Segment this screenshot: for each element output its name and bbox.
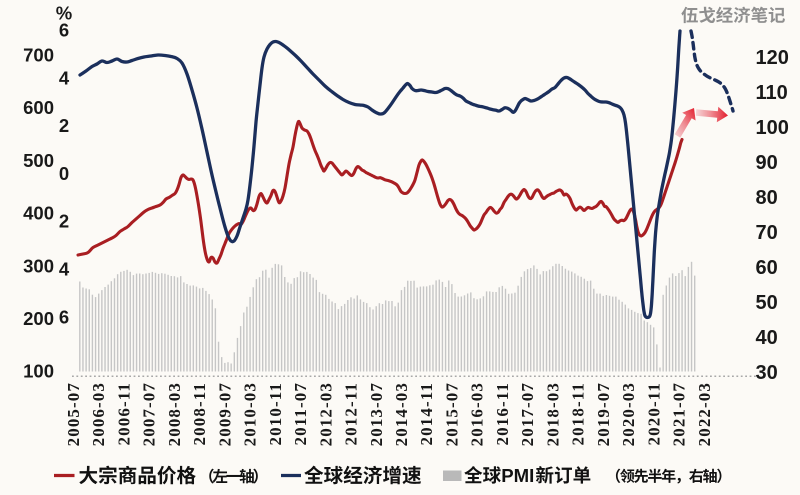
svg-text:200: 200 — [23, 308, 54, 329]
svg-text:2017-07: 2017-07 — [518, 382, 537, 446]
svg-text:2006-03: 2006-03 — [89, 382, 108, 446]
svg-text:80: 80 — [756, 187, 778, 209]
svg-text:2019-07: 2019-07 — [594, 382, 613, 446]
svg-text:110: 110 — [756, 82, 788, 104]
svg-text:100: 100 — [756, 117, 789, 139]
svg-text:2012-03: 2012-03 — [316, 382, 335, 446]
svg-text:2014-03: 2014-03 — [392, 382, 411, 446]
svg-text:2013-07: 2013-07 — [367, 382, 386, 446]
svg-text:30: 30 — [756, 362, 778, 384]
svg-text:4: 4 — [59, 67, 70, 88]
svg-text:90: 90 — [756, 152, 778, 174]
svg-text:70: 70 — [756, 222, 778, 244]
svg-text:%: % — [56, 3, 72, 24]
svg-text:2: 2 — [59, 211, 69, 232]
svg-text:2008-03: 2008-03 — [165, 382, 184, 446]
svg-text:0: 0 — [59, 163, 69, 184]
svg-text:2005-07: 2005-07 — [64, 382, 83, 446]
svg-text:40: 40 — [756, 327, 778, 349]
svg-text:4: 4 — [59, 259, 70, 280]
svg-text:2011-07: 2011-07 — [291, 382, 310, 445]
svg-text:2016-11: 2016-11 — [493, 382, 512, 445]
svg-text:100: 100 — [23, 361, 54, 382]
svg-text:120: 120 — [756, 47, 789, 69]
svg-text:400: 400 — [23, 203, 54, 224]
svg-text:2014-11: 2014-11 — [417, 382, 436, 445]
svg-text:2010-03: 2010-03 — [241, 382, 260, 446]
svg-text:6: 6 — [59, 306, 69, 327]
svg-text:2020-03: 2020-03 — [619, 382, 638, 446]
svg-text:500: 500 — [23, 150, 54, 171]
svg-text:60: 60 — [756, 257, 778, 279]
svg-text:50: 50 — [756, 292, 778, 314]
svg-text:2021-07: 2021-07 — [670, 382, 689, 446]
svg-text:2022-03: 2022-03 — [695, 382, 714, 446]
svg-text:2006-11: 2006-11 — [115, 382, 134, 445]
svg-text:PMI: PMI — [501, 465, 534, 486]
svg-text:2020-11: 2020-11 — [644, 382, 663, 445]
svg-text:2018-03: 2018-03 — [543, 382, 562, 446]
svg-text:2010-11: 2010-11 — [266, 382, 285, 445]
svg-text:700: 700 — [23, 45, 54, 66]
svg-text:300: 300 — [23, 255, 54, 276]
svg-text:600: 600 — [23, 97, 54, 118]
svg-text:2008-11: 2008-11 — [190, 382, 209, 445]
svg-text:2009-07: 2009-07 — [215, 382, 234, 446]
svg-text:2016-03: 2016-03 — [468, 382, 487, 446]
svg-text:6: 6 — [59, 19, 69, 40]
svg-text:2015-07: 2015-07 — [442, 382, 461, 446]
svg-text:2012-11: 2012-11 — [342, 382, 361, 445]
svg-text:2018-11: 2018-11 — [569, 382, 588, 445]
svg-text:2007-07: 2007-07 — [140, 382, 159, 446]
svg-text:2: 2 — [59, 115, 69, 136]
